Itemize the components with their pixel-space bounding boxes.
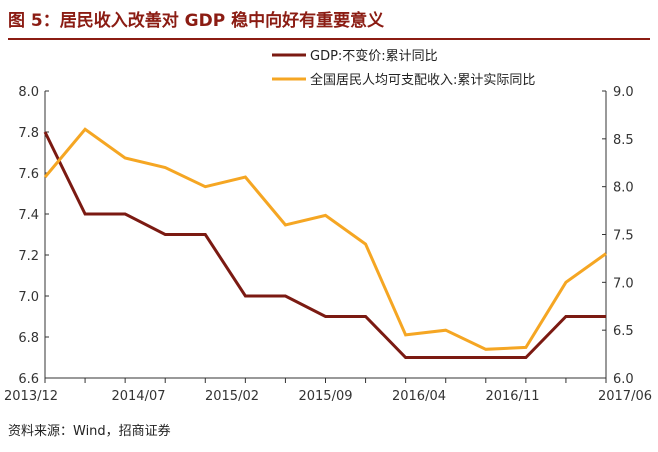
x-tick-label: 2014/07 [111, 389, 165, 404]
title-divider [8, 38, 650, 40]
x-tick-label: 2015/09 [298, 389, 352, 404]
y-right-tick-label: 6.0 [613, 372, 634, 387]
x-tick-label: 2017/06 [598, 389, 652, 404]
y-left-tick-label: 7.4 [18, 208, 39, 223]
y-right-tick-label: 7.0 [613, 276, 634, 291]
y-right-tick-label: 8.0 [613, 181, 634, 196]
x-tick-label: 2013/12 [4, 389, 58, 404]
legend-label: GDP:不变价:累计同比 [310, 48, 438, 64]
y-right-tick-label: 8.5 [613, 133, 634, 148]
chart-lines [43, 127, 607, 359]
chart-title: 图 5：居民收入改善对 GDP 稳中向好有重要意义 [8, 11, 385, 31]
y-right-tick-label: 6.5 [613, 324, 634, 339]
x-tick-label: 2015/02 [205, 389, 259, 404]
y-left-tick-label: 7.2 [18, 249, 39, 264]
y-left-tick-label: 7.8 [18, 126, 39, 141]
y-right-tick-label: 9.0 [613, 85, 634, 100]
y-right-tick-label: 7.5 [613, 229, 634, 244]
source-note: 资料来源：Wind，招商证券 [8, 424, 171, 439]
legend-label: 全国居民人均可支配收入:累计实际同比 [310, 72, 535, 88]
x-tick-label: 2016/04 [392, 389, 446, 404]
y-left-tick-label: 8.0 [18, 85, 39, 100]
y-left-tick-label: 6.8 [18, 331, 39, 346]
y-left-tick-label: 7.6 [18, 167, 39, 182]
chart-axes: 6.6 6.8 7.0 7.2 7.4 7.6 7.8 8.0 6.0 6.5 7.0 7.5 8.0 8… [4, 85, 652, 404]
gdp-series-line [43, 131, 606, 359]
y-left-tick-label: 6.6 [18, 372, 39, 387]
income-series-line [43, 127, 607, 351]
x-tick-label: 2016/11 [485, 389, 539, 404]
y-left-tick-label: 7.0 [18, 290, 39, 305]
